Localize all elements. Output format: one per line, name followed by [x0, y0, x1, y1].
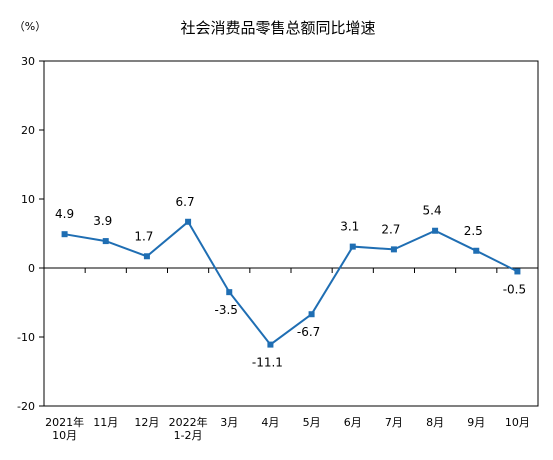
data-label: -3.5	[215, 303, 238, 317]
data-label: 5.4	[423, 204, 442, 218]
data-point	[61, 231, 68, 238]
series	[61, 218, 521, 348]
x-tick-label: 3月	[220, 416, 238, 429]
data-label: 4.9	[55, 207, 74, 221]
data-label: 3.9	[93, 214, 112, 228]
x-tick-label: 12月	[134, 416, 159, 429]
x-tick-label: 10月	[505, 416, 530, 429]
data-point	[143, 253, 150, 260]
data-label: 6.7	[176, 195, 195, 209]
data-point	[349, 243, 356, 250]
x-tick-label: 11月	[93, 416, 118, 429]
chart-title: 社会消费品零售总额同比增速	[180, 19, 375, 37]
x-tick-label: 2022年	[169, 415, 208, 429]
x-tick-label: 1-2月	[174, 429, 203, 442]
data-label: -11.1	[252, 356, 283, 370]
data-point	[473, 247, 480, 254]
series-line	[64, 220, 518, 346]
data-label: -0.5	[503, 282, 526, 296]
data-point	[390, 246, 397, 253]
data-label: 1.7	[134, 229, 153, 243]
x-tick-label: 10月	[52, 429, 77, 442]
y-tick-label: -10	[17, 331, 35, 344]
data-label: 3.1	[340, 220, 359, 234]
x-tick-label: 6月	[344, 416, 362, 429]
data-point	[432, 227, 439, 234]
data-point	[185, 218, 192, 225]
y-axis-unit: （%）	[14, 20, 46, 33]
y-tick-label: 20	[21, 124, 35, 137]
x-tick-label: 5月	[303, 416, 321, 429]
data-point	[267, 341, 274, 348]
data-labels: 4.9 3.9 1.7 6.7 -3.5 -11.1 -6.7 3.1 2.7 5.4 2.5 -0.…	[55, 195, 526, 370]
y-tick-label: -20	[17, 400, 35, 413]
y-tick-label: 10	[21, 193, 35, 206]
y-tick-label: 0	[28, 262, 35, 275]
data-point	[102, 238, 109, 245]
x-tick-label: 7月	[385, 416, 403, 429]
x-tick-label: 2021年	[45, 415, 84, 429]
plot-frame	[43, 60, 539, 407]
data-label: -6.7	[297, 325, 320, 339]
x-tick-label: 9月	[467, 416, 485, 429]
data-point	[226, 289, 233, 296]
data-point	[308, 311, 315, 318]
data-label: 2.7	[381, 222, 400, 236]
data-point	[514, 268, 521, 275]
x-tick-label: 8月	[426, 416, 444, 429]
y-tick-label: 30	[21, 55, 35, 68]
data-label: 2.5	[464, 224, 483, 238]
x-tick-label: 4月	[261, 416, 279, 429]
